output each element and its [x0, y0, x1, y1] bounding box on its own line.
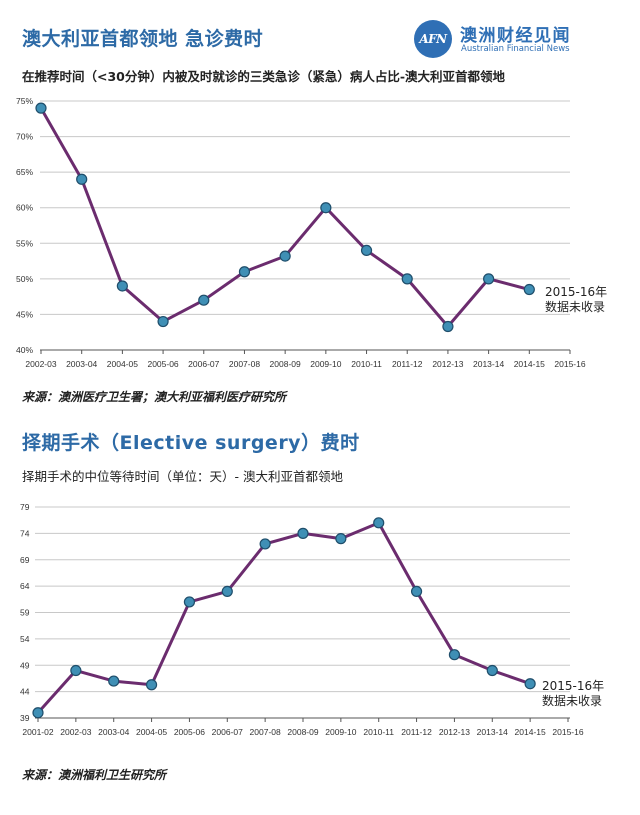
x-tick-label: 2011-12	[401, 727, 432, 737]
missing-data-note: 数据未收录	[542, 693, 602, 708]
y-tick-label: 39	[20, 713, 30, 723]
x-tick-label: 2008-09	[287, 727, 318, 737]
y-tick-label: 70%	[16, 132, 33, 142]
y-tick-label: 49	[20, 660, 30, 670]
x-tick-label: 2011-12	[392, 359, 423, 369]
data-point	[145, 679, 158, 691]
data-point	[108, 675, 120, 687]
y-tick-label: 45%	[16, 309, 33, 319]
x-tick-label: 2003-04	[98, 727, 129, 737]
x-tick-label: 2012-13	[432, 359, 463, 369]
x-tick-label: 2005-06	[174, 727, 205, 737]
data-point	[221, 585, 233, 598]
chart2-title: 择期手术的中位等待时间（单位：天）- 澳大利亚首都领地	[22, 469, 343, 484]
data-point	[35, 102, 47, 114]
x-tick-label: 2002-03	[25, 359, 56, 369]
data-point	[442, 320, 454, 333]
afn-logo: AFN	[414, 20, 452, 58]
x-tick-label: 2007-08	[229, 359, 260, 369]
chart2-source: 来源：澳洲福利卫生研究所	[22, 768, 167, 782]
y-tick-label: 79	[20, 502, 30, 512]
x-tick-label: 2003-04	[66, 359, 97, 369]
data-point	[259, 538, 271, 550]
data-point	[70, 664, 82, 677]
elective-surgery-chart: 79 74 69 64 59 54 49 44 39 2001-02 2002-03 2003-04 2…	[20, 502, 604, 737]
data-point	[448, 649, 461, 661]
y-tick-label: 69	[20, 555, 30, 565]
chart1-source: 来源：澳洲医疗卫生署；澳大利亚福利医疗研究所	[22, 390, 287, 404]
x-tick-label: 2014-15	[515, 727, 546, 737]
x-tick-label: 2001-02	[22, 727, 53, 737]
x-tick-label: 2009-10	[310, 359, 341, 369]
x-tick-label: 2009-10	[325, 727, 356, 737]
series-line	[39, 107, 530, 329]
data-point	[320, 202, 332, 214]
y-tick-label: 60%	[16, 203, 33, 213]
data-point	[483, 273, 495, 285]
x-tick-label: 2012-13	[439, 727, 470, 737]
x-tick-label: 2013-14	[473, 359, 504, 369]
data-point	[486, 664, 498, 677]
data-point	[198, 294, 210, 306]
data-point	[524, 678, 536, 690]
data-point	[76, 173, 88, 185]
series-line	[36, 521, 531, 714]
data-point	[401, 273, 413, 285]
data-point	[116, 280, 128, 292]
data-point	[183, 596, 196, 608]
data-point	[297, 527, 309, 539]
x-tick-label: 2010-11	[351, 359, 382, 369]
x-tick-label: 2002-03	[60, 727, 91, 737]
x-tick-label: 2005-06	[147, 359, 178, 369]
missing-data-note: 2015-16年	[545, 285, 607, 299]
chart1-title: 在推荐时间（<30分钟）内被及时就诊的三类急诊（紧急）病人占比-澳大利亚首都领地	[22, 69, 506, 84]
data-point	[373, 517, 385, 529]
page-title: 澳大利亚首都领地 急诊费时	[22, 28, 264, 50]
y-tick-label: 65%	[16, 167, 33, 177]
x-tick-label: 2015-16	[554, 359, 585, 369]
data-point	[335, 533, 347, 545]
data-point	[157, 315, 169, 328]
data-point	[410, 585, 423, 598]
x-tick-label: 2014-15	[514, 359, 545, 369]
y-tick-label: 44	[20, 687, 30, 697]
emergency-chart: 75% 70% 65% 60% 55% 50% 45% 40% 2002-03 2003-04 20…	[16, 96, 607, 369]
y-tick-label: 55%	[16, 238, 33, 248]
x-tick-label: 2015-16	[552, 727, 583, 737]
data-point	[279, 250, 291, 262]
x-tick-label: 2004-05	[136, 727, 167, 737]
y-tick-label: 50%	[16, 274, 33, 284]
data-point	[360, 244, 373, 256]
y-tick-label: 54	[20, 634, 30, 644]
y-tick-label: 40%	[16, 345, 33, 355]
y-tick-label: 74	[20, 528, 30, 538]
y-tick-label: 75%	[16, 96, 33, 106]
y-tick-label: 64	[20, 581, 30, 591]
data-point	[238, 266, 251, 278]
missing-data-note: 数据未收录	[545, 299, 605, 314]
data-point	[523, 283, 535, 296]
data-point	[32, 707, 44, 719]
x-tick-label: 2006-07	[188, 359, 219, 369]
brand-logo-block: AFN 澳洲财经见闻 Australian Financial News	[414, 20, 584, 60]
missing-data-note: 2015-16年	[542, 679, 604, 693]
x-tick-label: 2013-14	[477, 727, 508, 737]
brand-name-cn: 澳洲财经见闻	[460, 26, 571, 46]
x-tick-label: 2007-08	[250, 727, 281, 737]
brand-name-en: Australian Financial News	[461, 44, 570, 54]
section2-title: 择期手术（Elective surgery）费时	[22, 432, 360, 454]
x-tick-label: 2006-07	[212, 727, 243, 737]
x-tick-label: 2010-11	[363, 727, 394, 737]
x-tick-label: 2004-05	[107, 359, 138, 369]
x-tick-label: 2008-09	[270, 359, 301, 369]
y-tick-label: 59	[20, 608, 30, 618]
